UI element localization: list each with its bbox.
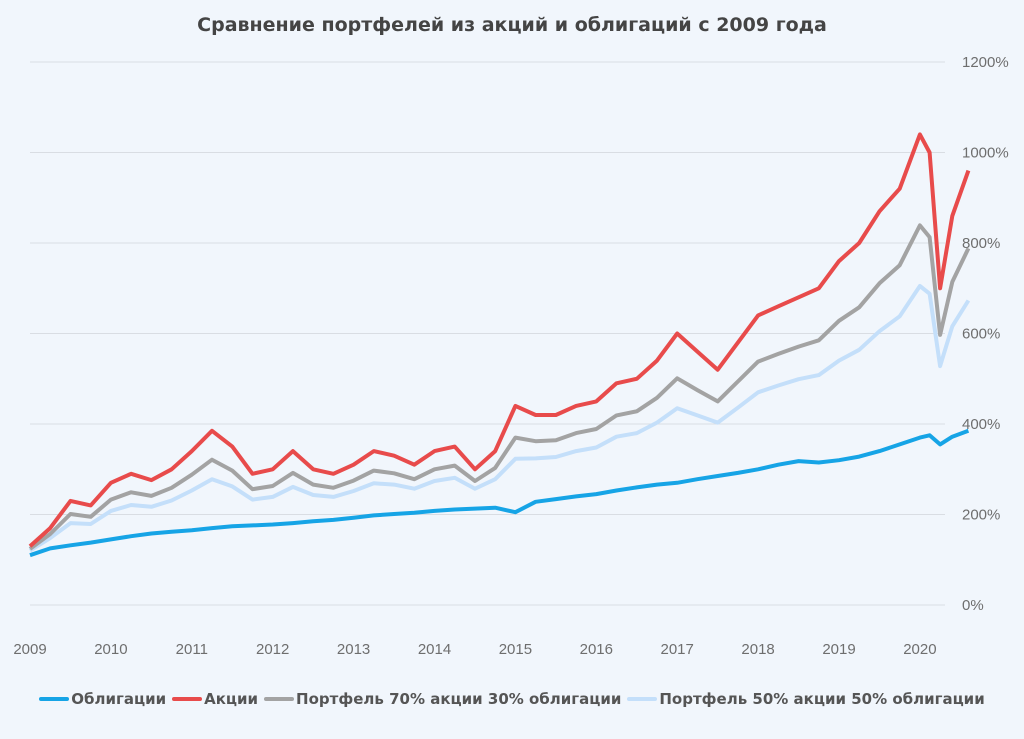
legend-item-portfolio-50-50: Портфель 50% акции 50% облигации <box>627 690 985 708</box>
y-tick-label: 400% <box>962 416 1000 433</box>
x-tick-label: 2019 <box>822 641 855 658</box>
x-tick-label: 2020 <box>903 641 936 658</box>
legend-label: Облигации <box>71 690 167 708</box>
y-tick-label: 200% <box>962 507 1000 524</box>
x-tick-label: 2009 <box>13 641 46 658</box>
series-line-3 <box>29 428 970 558</box>
legend-label: Портфель 70% акции 30% облигации <box>296 690 622 708</box>
y-tick-label: 1200% <box>962 54 1009 71</box>
legend-swatch <box>264 697 295 701</box>
legend-swatch <box>39 697 70 701</box>
legend-label: Акции <box>204 690 259 708</box>
series-line-2 <box>28 132 971 548</box>
x-tick-label: 2016 <box>580 641 613 658</box>
legend: Облигации Акции Портфель 70% акции 30% о… <box>0 690 1024 708</box>
legend-item-portfolio-70-30: Портфель 70% акции 30% облигации <box>264 690 621 708</box>
legend-swatch <box>627 697 658 701</box>
x-tick-label: 2015 <box>499 641 532 658</box>
legend-swatch <box>172 697 203 701</box>
y-tick-label: 600% <box>962 326 1000 343</box>
y-tick-label: 0% <box>962 597 984 614</box>
x-tick-label: 2013 <box>337 641 370 658</box>
y-tick-label: 800% <box>962 235 1000 252</box>
chart-title: Сравнение портфелей из акций и облигаций… <box>197 14 827 36</box>
y-tick-label: 1000% <box>962 145 1009 162</box>
legend-item-stocks: Акции <box>172 690 258 708</box>
x-tick-label: 2010 <box>94 641 127 658</box>
x-tick-label: 2012 <box>256 641 289 658</box>
line-chart: 0% 200% 400% 600% 800% 1000% 1200% 2009 2010 2011… <box>13 54 1009 658</box>
x-tick-label: 2011 <box>176 641 208 658</box>
legend-item-bonds: Облигации <box>39 690 166 708</box>
series-line-0 <box>28 284 971 553</box>
series-line-1 <box>28 223 971 551</box>
x-tick-label: 2017 <box>661 641 694 658</box>
legend-label: Портфель 50% акции 50% облигации <box>659 690 985 708</box>
x-tick-label: 2014 <box>418 641 451 658</box>
x-tick-label: 2018 <box>741 641 774 658</box>
